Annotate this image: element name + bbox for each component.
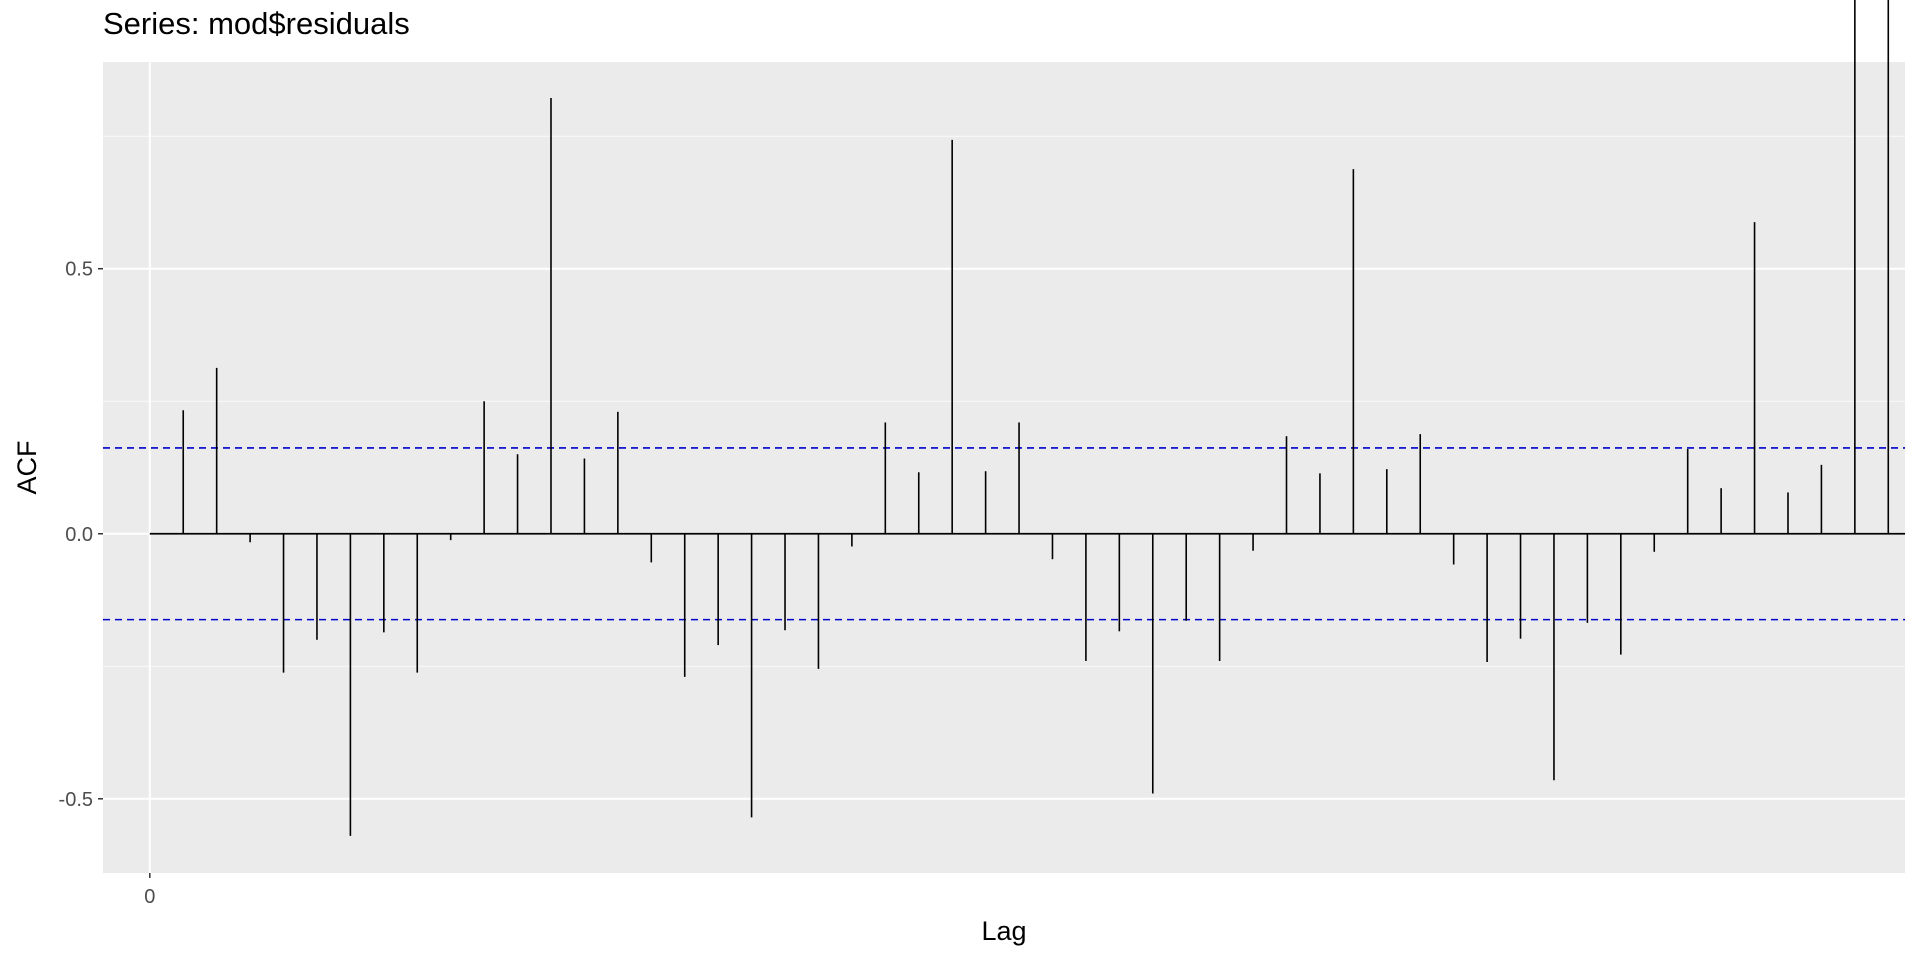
y-tick-label: -0.5 xyxy=(59,789,93,811)
x-axis-title: Lag xyxy=(981,916,1026,946)
x-tick-label: 0 xyxy=(144,886,155,908)
y-axis-title: ACF xyxy=(12,441,42,495)
chart-title: Series: mod$residuals xyxy=(103,6,410,41)
grid-lines xyxy=(103,62,1905,873)
y-tick-label: 0.5 xyxy=(65,259,93,281)
plot-panel xyxy=(103,62,1905,873)
acf-bars xyxy=(182,0,1890,836)
y-tick-label: 0.0 xyxy=(65,524,93,546)
axis-ticks: -0.5 0.0 0.5 0 xyxy=(59,259,156,908)
confidence-lines xyxy=(103,447,1905,621)
